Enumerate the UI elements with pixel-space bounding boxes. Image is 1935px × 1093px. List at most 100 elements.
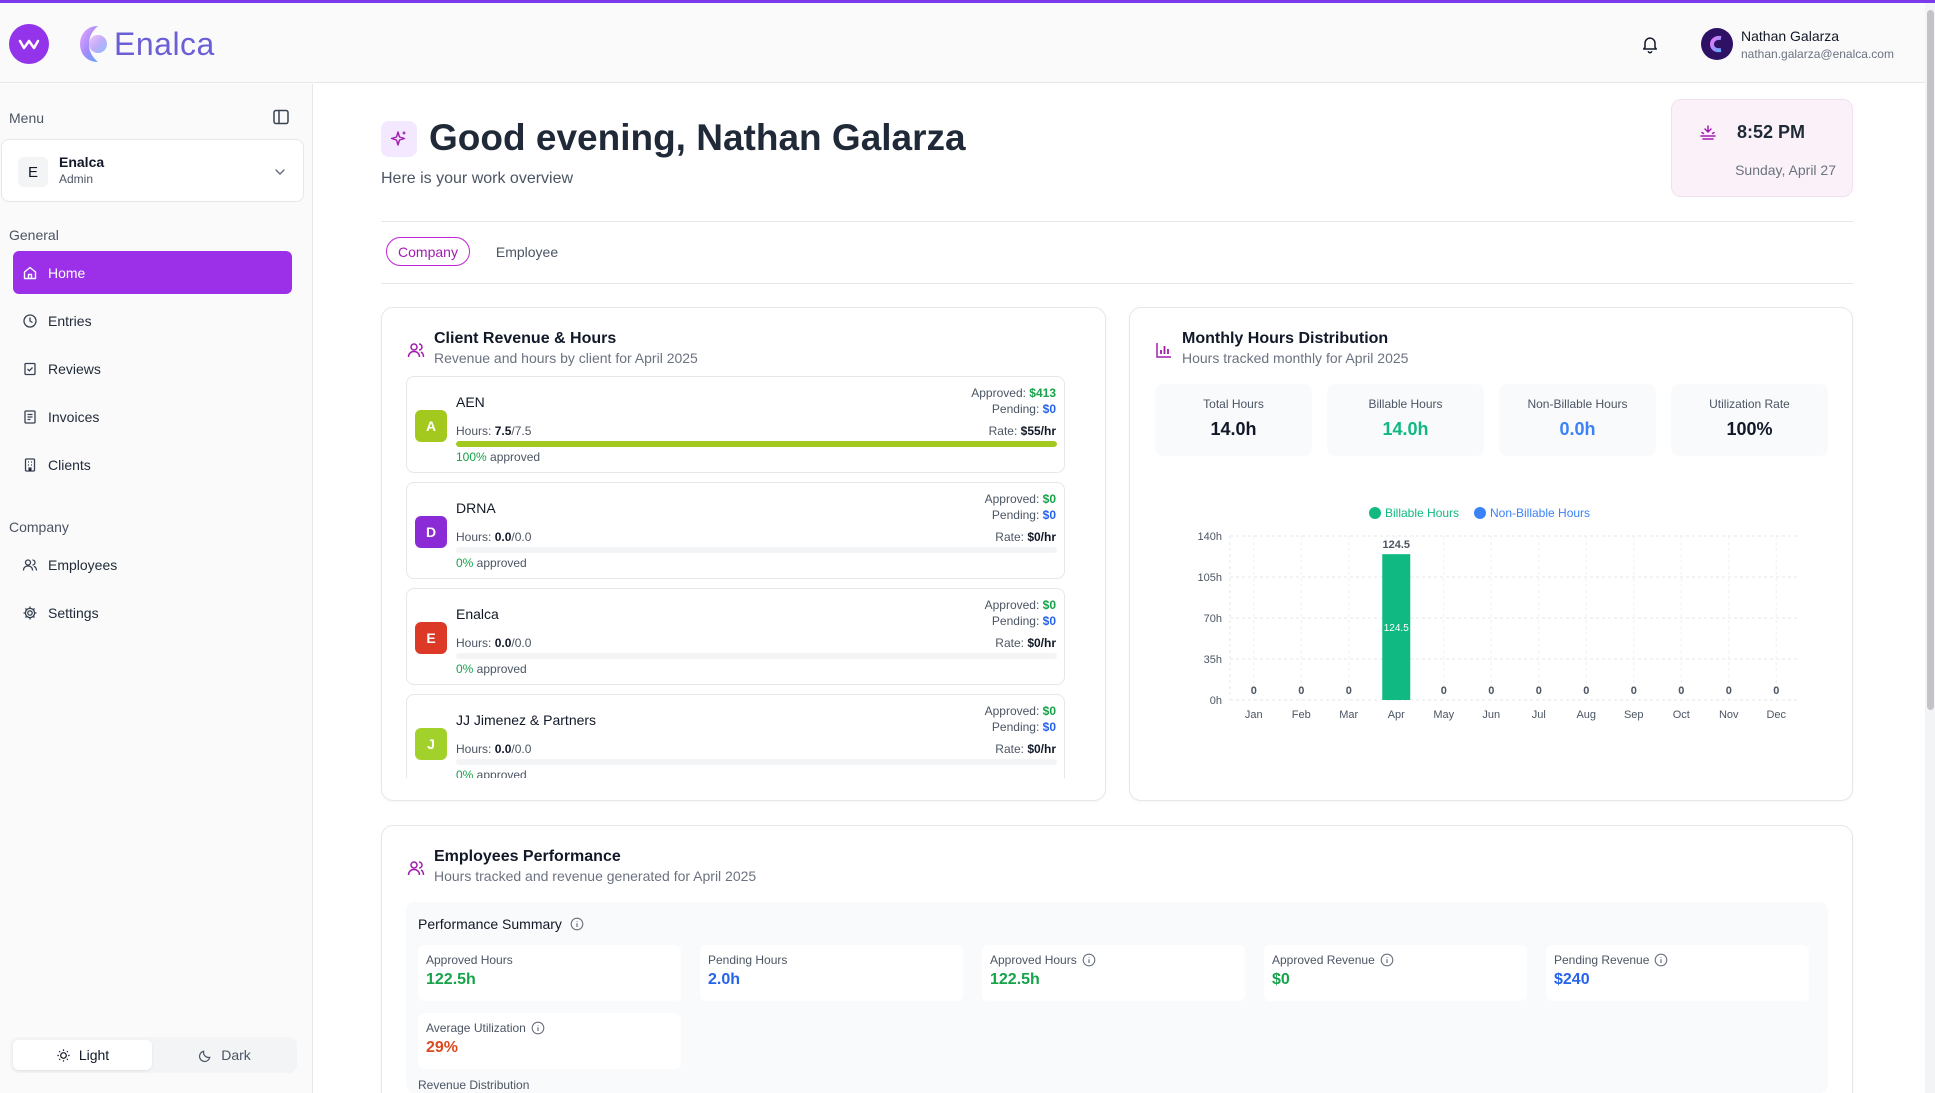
sidebar-item-settings[interactable]: Settings bbox=[13, 591, 292, 634]
bar-total-label: 0 bbox=[1346, 685, 1352, 697]
client-name: DRNA bbox=[456, 500, 496, 516]
approved-value: $0 bbox=[1042, 598, 1056, 612]
sunset-icon bbox=[1700, 125, 1716, 140]
client-progress-bar bbox=[456, 547, 1057, 553]
tab-employee[interactable]: Employee bbox=[495, 243, 559, 260]
x-tick-label: May bbox=[1433, 709, 1454, 721]
app-logo-icon[interactable] bbox=[9, 24, 49, 64]
hours-total: /0.0 bbox=[511, 530, 532, 544]
organization-switcher[interactable]: E Enalca Admin bbox=[1, 139, 304, 202]
info-icon[interactable] bbox=[1654, 953, 1668, 967]
percent-value: 0% bbox=[456, 768, 474, 778]
x-tick-label: Mar bbox=[1339, 709, 1358, 721]
hours-total: /0.0 bbox=[511, 742, 532, 756]
user-email[interactable]: nathan.galarza@enalca.com bbox=[1741, 47, 1894, 61]
sidebar-item-entries[interactable]: Entries bbox=[13, 299, 292, 342]
approved-label: Approved: bbox=[984, 598, 1043, 612]
legend-swatch bbox=[1474, 507, 1486, 519]
info-icon[interactable] bbox=[570, 917, 584, 931]
client-card[interactable]: E Enalca Hours: 0.0/0.0 Approved: $0 Pending… bbox=[406, 588, 1065, 685]
client-avatar: D bbox=[415, 516, 447, 548]
client-list[interactable]: A AEN Hours: 7.5/7.5 Approved: $413 Pending:… bbox=[406, 376, 1066, 778]
monthly-hours-chart[interactable]: Billable Hours Non-Billable Hours 0h 35h 70h… bbox=[1160, 500, 1820, 730]
brand[interactable]: Enalca bbox=[76, 23, 215, 65]
page-subtitle: Here is your work overview bbox=[381, 170, 574, 187]
bar-total-label: 0 bbox=[1583, 685, 1589, 697]
bar-chart-icon bbox=[1156, 343, 1171, 358]
company-section-label: Company bbox=[9, 519, 69, 535]
top-accent-line bbox=[0, 0, 1935, 3]
toggle-sidebar-icon[interactable] bbox=[272, 108, 290, 126]
stat-billable-hours: Billable Hours 14.0h bbox=[1327, 384, 1484, 456]
metric-value: $240 bbox=[1554, 971, 1590, 988]
info-icon[interactable] bbox=[1380, 953, 1394, 967]
legend-swatch bbox=[1369, 507, 1381, 519]
hours-label: Hours: bbox=[456, 636, 495, 650]
employees-performance-title: Employees Performance bbox=[434, 848, 621, 865]
hours-label: Hours: bbox=[456, 742, 495, 756]
sidebar-item-invoices[interactable]: Invoices bbox=[13, 395, 292, 438]
x-tick-label: Sep bbox=[1624, 709, 1644, 721]
hours-done: 7.5 bbox=[494, 424, 512, 438]
users-icon bbox=[407, 861, 425, 876]
client-rate: Rate: $0/hr bbox=[995, 742, 1056, 756]
dark-theme-button[interactable]: Dark bbox=[155, 1040, 294, 1070]
stat-utilization-rate: Utilization Rate 100% bbox=[1671, 384, 1828, 456]
bar-total-label: 0 bbox=[1536, 685, 1542, 697]
metric-value: 29% bbox=[426, 1039, 459, 1056]
monthly-hours-title: Monthly Hours Distribution bbox=[1182, 330, 1389, 347]
stat-value: 14.0h bbox=[1382, 419, 1429, 439]
sidebar-item-label: Employees bbox=[48, 556, 118, 573]
performance-metric: Approved Hours 122.5h bbox=[418, 945, 681, 1001]
client-progress-bar bbox=[456, 653, 1057, 659]
scrollbar-thumb[interactable] bbox=[1927, 10, 1934, 710]
gear-icon bbox=[23, 606, 37, 619]
tab-company[interactable]: Company bbox=[386, 237, 470, 266]
bar-total-label: 0 bbox=[1441, 685, 1447, 697]
percent-suffix: approved bbox=[486, 450, 541, 464]
client-approved: Approved: $0 bbox=[985, 598, 1056, 612]
light-theme-button[interactable]: Light bbox=[13, 1040, 152, 1070]
bar-total-label: 0 bbox=[1298, 685, 1304, 697]
user-name[interactable]: Nathan Galarza bbox=[1741, 28, 1840, 44]
bar-total-label: 124.5 bbox=[1382, 539, 1410, 551]
avatar[interactable] bbox=[1701, 28, 1733, 60]
x-tick-label: Nov bbox=[1719, 709, 1739, 721]
stat-total-hours: Total Hours 14.0h bbox=[1155, 384, 1312, 456]
sidebar-item-label: Settings bbox=[48, 604, 99, 621]
hours-done: 0.0 bbox=[494, 530, 512, 544]
client-pending: Pending: $0 bbox=[992, 508, 1056, 522]
x-tick-label: Feb bbox=[1292, 709, 1311, 721]
x-tick-label: Apr bbox=[1388, 709, 1405, 721]
percent-suffix: approved bbox=[473, 662, 527, 676]
bell-icon[interactable] bbox=[1640, 34, 1660, 54]
sidebar-item-employees[interactable]: Employees bbox=[13, 543, 292, 586]
org-name: Enalca bbox=[59, 154, 105, 170]
x-tick-label: Aug bbox=[1576, 709, 1596, 721]
metric-label-text: Pending Hours bbox=[708, 953, 788, 967]
bar-total-label: 0 bbox=[1251, 685, 1257, 697]
client-approved-percent: 0% approved bbox=[456, 768, 527, 778]
monthly-hours-subtitle: Hours tracked monthly for April 2025 bbox=[1182, 350, 1409, 366]
info-icon[interactable] bbox=[1082, 953, 1096, 967]
metric-value: 2.0h bbox=[708, 971, 741, 988]
percent-suffix: approved bbox=[473, 556, 527, 570]
bar-total-label: 0 bbox=[1773, 685, 1779, 697]
sidebar-item-home[interactable]: Home bbox=[13, 251, 292, 294]
client-card[interactable]: J JJ Jimenez & Partners Hours: 0.0/0.0 Appr… bbox=[406, 694, 1065, 778]
hours-label: Hours: bbox=[456, 530, 495, 544]
client-avatar: E bbox=[415, 622, 447, 654]
metric-label: Average Utilization bbox=[426, 1021, 545, 1035]
clipboard-check-icon bbox=[24, 362, 36, 375]
hours-label: Hours: bbox=[456, 424, 495, 438]
y-tick-label: 35h bbox=[1204, 654, 1222, 666]
client-card[interactable]: A AEN Hours: 7.5/7.5 Approved: $413 Pending:… bbox=[406, 376, 1065, 473]
pending-label: Pending: bbox=[991, 402, 1043, 416]
sidebar-item-clients[interactable]: Clients bbox=[13, 443, 292, 486]
info-icon[interactable] bbox=[531, 1021, 545, 1035]
stat-label: Non-Billable Hours bbox=[1527, 397, 1628, 411]
metric-value: 122.5h bbox=[426, 971, 476, 988]
client-hours: Hours: 0.0/0.0 bbox=[456, 742, 531, 756]
client-card[interactable]: D DRNA Hours: 0.0/0.0 Approved: $0 Pending: … bbox=[406, 482, 1065, 579]
sidebar-item-reviews[interactable]: Reviews bbox=[13, 347, 292, 390]
